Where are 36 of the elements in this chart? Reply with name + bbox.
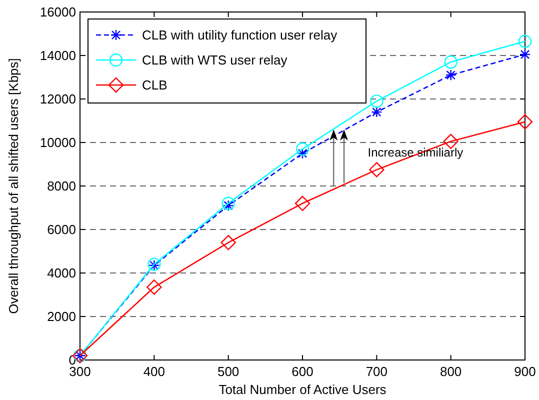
point [517, 114, 533, 130]
point [146, 280, 162, 295]
y-tick-label: 4000 [47, 266, 76, 280]
point [369, 162, 384, 178]
point [296, 148, 308, 159]
annotation: Increase similiarly [368, 146, 464, 160]
legend-label: CLB with utility function user relay [142, 28, 338, 42]
point [370, 94, 384, 108]
x-tick-label: 900 [514, 364, 536, 379]
y-tick-label: 16000 [40, 4, 76, 20]
x-tick-label: 800 [440, 364, 462, 379]
point [294, 196, 310, 211]
y-tick-label: 2000 [47, 309, 76, 324]
x-tick-label: 300 [69, 364, 91, 379]
point [296, 142, 310, 156]
x-tick-label: 500 [217, 364, 240, 379]
y-tick-label: 8000 [47, 178, 76, 194]
y-tick-label: 14000 [40, 48, 76, 63]
point [220, 234, 236, 250]
point [518, 34, 532, 48]
y-tick-label: 6000 [47, 222, 76, 237]
point [371, 106, 382, 118]
x-tick-label: 400 [143, 364, 166, 379]
point [519, 48, 531, 60]
point [222, 196, 235, 210]
y-tick-label: 12000 [40, 92, 76, 106]
point [222, 200, 234, 212]
point [445, 69, 456, 81]
legend-label: CLB with WTS user relay [142, 52, 288, 68]
x-axis-title: Total Number of Active Users [218, 382, 387, 397]
x-tick-label: 600 [292, 364, 314, 379]
x-tick-label: 700 [366, 364, 388, 379]
y-axis-title: Overall throughput of all shifted users [Kbps] [6, 58, 21, 314]
y-tick-label: 10000 [40, 135, 76, 150]
point [444, 55, 458, 69]
legend-label: CLB [142, 78, 168, 92]
